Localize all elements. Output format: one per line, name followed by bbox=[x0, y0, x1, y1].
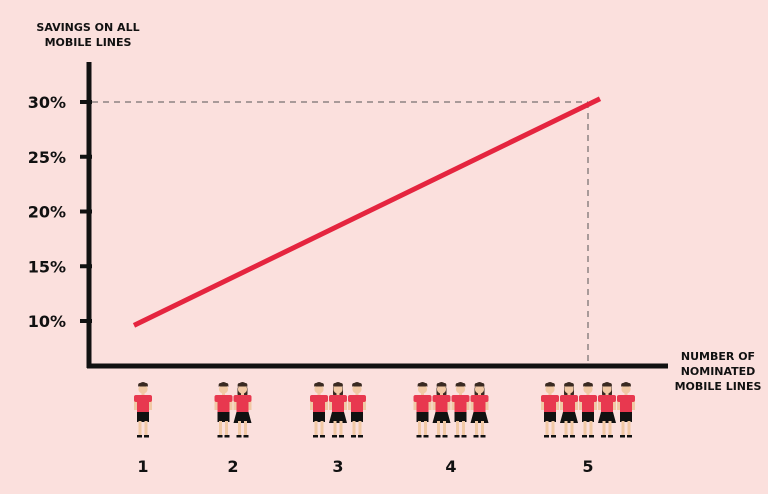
male-person-icon bbox=[348, 382, 366, 438]
male-person-icon bbox=[451, 382, 470, 438]
x-tick-label: 5 bbox=[582, 457, 593, 476]
y-tick-label: 25% bbox=[28, 148, 66, 167]
female-person-icon bbox=[598, 382, 616, 438]
male-person-icon bbox=[413, 382, 432, 438]
x-tick-label: 4 bbox=[445, 457, 456, 476]
male-person-icon bbox=[579, 382, 597, 438]
male-person-icon bbox=[617, 382, 635, 438]
x-axis-label-line1: NUMBER OF bbox=[681, 350, 755, 363]
male-person-icon bbox=[134, 382, 152, 438]
x-axis-label-line2: NOMINATED bbox=[681, 365, 756, 378]
female-person-icon bbox=[432, 382, 451, 438]
male-person-icon bbox=[214, 382, 233, 438]
category-people-group bbox=[541, 382, 635, 438]
female-person-icon bbox=[470, 382, 489, 438]
y-axis-label-line1: SAVINGS ON ALL bbox=[36, 21, 139, 34]
y-axis-label-line2: MOBILE LINES bbox=[45, 36, 132, 49]
category-people-group bbox=[310, 382, 366, 438]
female-person-icon bbox=[560, 382, 578, 438]
male-person-icon bbox=[310, 382, 328, 438]
female-person-icon bbox=[329, 382, 347, 438]
x-axis-label-line3: MOBILE LINES bbox=[675, 380, 762, 393]
x-tick-label: 1 bbox=[137, 457, 148, 476]
category-people-group bbox=[134, 382, 152, 438]
y-tick-label: 10% bbox=[28, 312, 66, 331]
x-tick-label: 2 bbox=[227, 457, 238, 476]
female-person-icon bbox=[233, 382, 252, 438]
y-tick-label: 30% bbox=[28, 93, 66, 112]
series-line bbox=[132, 96, 602, 328]
male-person-icon bbox=[541, 382, 559, 438]
y-tick-label: 20% bbox=[28, 203, 66, 222]
y-tick-label: 15% bbox=[28, 257, 66, 276]
category-people-group bbox=[413, 382, 489, 438]
x-tick-label: 3 bbox=[332, 457, 343, 476]
category-people-group bbox=[214, 382, 252, 438]
